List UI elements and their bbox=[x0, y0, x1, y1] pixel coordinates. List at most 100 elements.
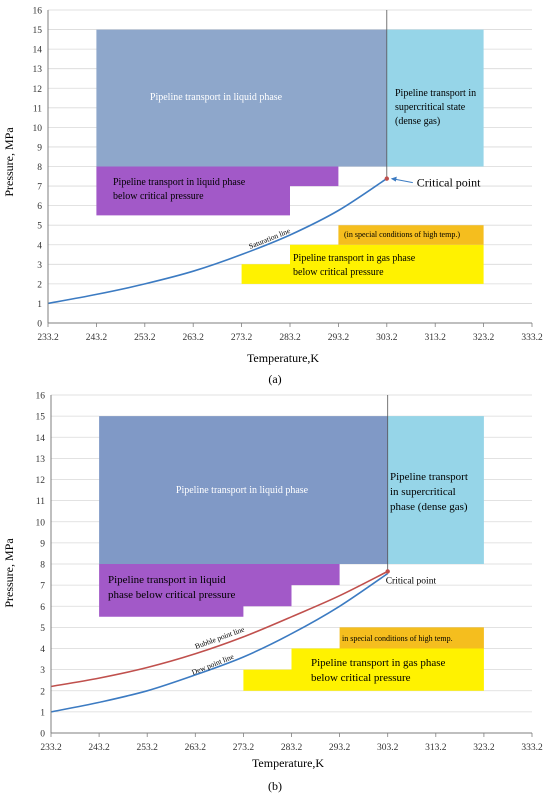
caption-a: (a) bbox=[268, 372, 281, 386]
y-tick-label: 0 bbox=[37, 320, 42, 330]
y-axis-label-b: Pressure, MPa bbox=[2, 538, 16, 608]
region-high-temp bbox=[338, 225, 484, 245]
x-tick-label: 303.2 bbox=[377, 743, 399, 753]
critical-point-arrowhead bbox=[390, 176, 397, 182]
y-tick-label: 1 bbox=[40, 708, 45, 718]
y-tick-label: 3 bbox=[40, 666, 45, 676]
y-tick-label: 8 bbox=[37, 163, 42, 173]
y-tick-label: 11 bbox=[33, 104, 42, 114]
y-tick-label: 7 bbox=[37, 183, 42, 193]
y-tick-label: 9 bbox=[40, 539, 45, 549]
y-tick-label: 16 bbox=[33, 7, 43, 17]
region-label-supercritical: (dense gas) bbox=[395, 116, 440, 127]
x-tick-label: 243.2 bbox=[86, 333, 108, 343]
x-tick-label: 283.2 bbox=[281, 743, 303, 753]
region-label-gas: below critical pressure bbox=[311, 672, 411, 684]
region-label-supercritical: phase (dense gas) bbox=[390, 501, 468, 513]
region-supercritical bbox=[386, 29, 484, 167]
curve-label: Bubble point line bbox=[194, 624, 247, 650]
region-label-liquid-below: phase below critical pressure bbox=[108, 589, 235, 601]
y-tick-label: 10 bbox=[36, 518, 46, 528]
x-tick-label: 293.2 bbox=[329, 743, 351, 753]
x-tick-label: 293.2 bbox=[328, 333, 350, 343]
series-line-dew-point-line bbox=[50, 572, 389, 713]
y-tick-label: 15 bbox=[33, 26, 43, 36]
y-tick-label: 0 bbox=[40, 730, 45, 740]
x-tick-label: 233.2 bbox=[40, 743, 62, 753]
regions-b bbox=[99, 416, 484, 691]
y-tick-label: 15 bbox=[36, 413, 46, 423]
region-label-supercritical: Pipeline transport bbox=[390, 471, 468, 483]
region-label-high-temp: in special conditions of high temp. bbox=[342, 634, 453, 643]
region-label-gas: Pipeline transport in gas phase bbox=[293, 253, 416, 264]
x-tick-label: 273.2 bbox=[233, 743, 255, 753]
y-tick-label: 5 bbox=[40, 624, 45, 634]
critical-point-marker bbox=[384, 176, 389, 181]
region-gas bbox=[243, 648, 484, 691]
region-label-liquid-below: Pipeline transport in liquid bbox=[108, 574, 226, 586]
y-tick-label: 8 bbox=[40, 561, 45, 571]
region-label-liquid: Pipeline transport in liquid phase bbox=[176, 485, 309, 496]
region-label-liquid-below: Pipeline transport in liquid phase bbox=[113, 177, 246, 188]
chart-a: Pipeline transport in liquid phase Pipeli… bbox=[2, 7, 543, 387]
caption-b: (b) bbox=[268, 779, 282, 793]
y-tick-label: 13 bbox=[36, 455, 46, 465]
x-tick-label: 333.2 bbox=[521, 333, 543, 343]
x-tick-label: 263.2 bbox=[183, 333, 205, 343]
y-tick-label: 16 bbox=[36, 392, 46, 402]
x-tick-label: 323.2 bbox=[473, 333, 495, 343]
curve-label: Saturation line bbox=[247, 226, 292, 251]
x-tick-label: 263.2 bbox=[185, 743, 207, 753]
x-tick-label: 303.2 bbox=[376, 333, 398, 343]
x-tick-label: 253.2 bbox=[137, 743, 159, 753]
x-tick-label: 243.2 bbox=[88, 743, 110, 753]
region-label-gas: Pipeline transport in gas phase bbox=[311, 657, 446, 669]
region-liquid bbox=[99, 416, 388, 564]
region-label-gas: below critical pressure bbox=[293, 267, 384, 278]
region-liquid-below bbox=[99, 564, 340, 617]
region-high-temp bbox=[339, 627, 484, 649]
region-liquid bbox=[96, 29, 387, 167]
y-tick-label: 13 bbox=[33, 65, 43, 75]
x-tick-label: 313.2 bbox=[425, 333, 447, 343]
x-tick-label: 313.2 bbox=[425, 743, 447, 753]
x-axis-label-a: Temperature,K bbox=[247, 351, 319, 365]
x-tick-label: 233.2 bbox=[37, 333, 59, 343]
region-label-supercritical: supercritical state bbox=[395, 102, 466, 113]
region-label-liquid: Pipeline transport in liquid phase bbox=[150, 92, 283, 103]
y-tick-label: 1 bbox=[37, 300, 42, 310]
x-tick-label: 323.2 bbox=[473, 743, 495, 753]
y-tick-label: 4 bbox=[37, 241, 42, 251]
region-labels-a: Pipeline transport in liquid phase Pipeli… bbox=[113, 88, 476, 278]
critical-point-marker bbox=[385, 569, 390, 574]
y-tick-label: 12 bbox=[33, 85, 43, 95]
x-tick-labels-a: 233.2 243.2 253.2 263.2 273.2 283.2 293.2 303.2… bbox=[37, 323, 543, 343]
y-tick-label: 3 bbox=[37, 261, 42, 271]
curve-label: Dew point line bbox=[190, 652, 235, 677]
x-tick-label: 283.2 bbox=[279, 333, 301, 343]
x-axis-label-b: Temperature,K bbox=[252, 756, 324, 770]
x-tick-label: 333.2 bbox=[521, 743, 543, 753]
y-tick-label: 9 bbox=[37, 143, 42, 153]
region-label-high-temp: (in special conditions of high temp.) bbox=[344, 230, 460, 239]
region-labels-b: Pipeline transport in liquid phase Pipeli… bbox=[108, 471, 468, 684]
regions-a bbox=[96, 29, 484, 284]
series-line-bubble-point-line bbox=[50, 570, 389, 688]
region-supercritical bbox=[387, 416, 484, 564]
series-line-saturation-line bbox=[47, 177, 388, 305]
y-axis-label-a: Pressure, MPa bbox=[2, 127, 16, 197]
y-tick-label: 11 bbox=[36, 497, 45, 507]
y-tick-label: 2 bbox=[40, 687, 45, 697]
critical-point-label: Critical point bbox=[417, 176, 481, 190]
chart-b: Pipeline transport in liquid phase Pipeli… bbox=[2, 392, 543, 794]
y-tick-label: 2 bbox=[37, 280, 42, 290]
region-gas bbox=[241, 244, 484, 284]
x-tick-labels-b: 233.2 243.2 253.2 263.2 273.2 283.2 293.2 303.2… bbox=[40, 733, 543, 753]
y-tick-label: 6 bbox=[40, 603, 45, 613]
region-label-supercritical: Pipeline transport in bbox=[395, 88, 476, 99]
y-tick-label: 6 bbox=[37, 202, 42, 212]
y-tick-label: 4 bbox=[40, 645, 45, 655]
critical-point-label: Critical point bbox=[386, 576, 437, 586]
